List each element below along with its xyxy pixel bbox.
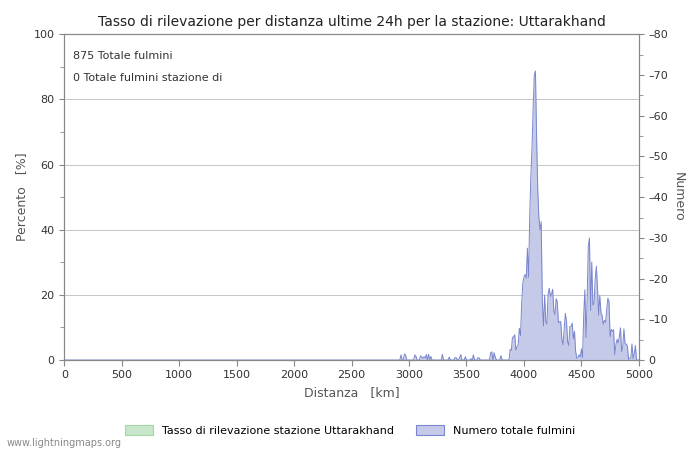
Text: 0 Totale fulmini stazione di: 0 Totale fulmini stazione di (73, 73, 223, 83)
Y-axis label: Numero: Numero (672, 172, 685, 222)
Y-axis label: Percento   [%]: Percento [%] (15, 153, 28, 242)
Title: Tasso di rilevazione per distanza ultime 24h per la stazione: Uttarakhand: Tasso di rilevazione per distanza ultime… (97, 15, 606, 29)
Text: 875 Totale fulmini: 875 Totale fulmini (73, 50, 172, 61)
Legend: Tasso di rilevazione stazione Uttarakhand, Numero totale fulmini: Tasso di rilevazione stazione Uttarakhan… (120, 420, 580, 440)
Text: www.lightningmaps.org: www.lightningmaps.org (7, 438, 122, 448)
X-axis label: Distanza   [km]: Distanza [km] (304, 386, 400, 399)
